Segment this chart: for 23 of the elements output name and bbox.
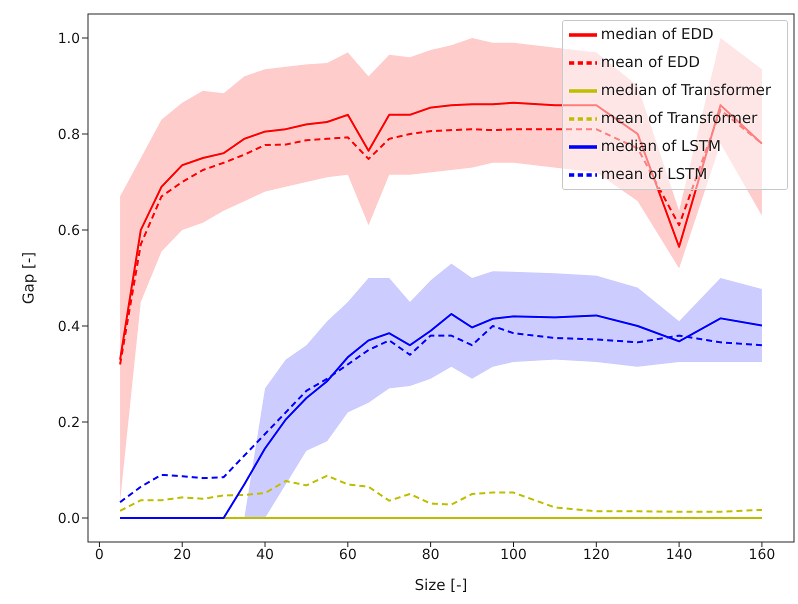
x-tick-label: 60 bbox=[338, 546, 357, 563]
x-tick-label: 160 bbox=[748, 546, 776, 563]
legend-label: median of EDD bbox=[600, 25, 714, 44]
legend-label: median of Transformer bbox=[600, 81, 771, 100]
x-tick-label: 20 bbox=[173, 546, 192, 563]
y-axis-title: Gap [-] bbox=[19, 252, 38, 304]
y-tick-label: 0.0 bbox=[58, 510, 80, 527]
x-tick-label: 40 bbox=[256, 546, 274, 563]
x-axis-title: Size [-] bbox=[414, 576, 468, 594]
x-tick-label: 100 bbox=[500, 546, 527, 563]
legend-label: mean of Transformer bbox=[600, 109, 758, 128]
y-tick-label: 0.8 bbox=[58, 126, 80, 143]
x-tick-label: 80 bbox=[422, 546, 440, 563]
x-tick-label: 0 bbox=[94, 546, 104, 563]
x-tick-label: 120 bbox=[582, 546, 610, 563]
y-tick-label: 0.2 bbox=[58, 414, 80, 431]
y-tick-label: 1.0 bbox=[58, 30, 80, 47]
legend-label: median of LSTM bbox=[600, 137, 721, 156]
x-tick-label: 140 bbox=[666, 546, 692, 563]
line-series bbox=[119, 474, 763, 513]
legend-label: mean of EDD bbox=[600, 53, 700, 72]
y-tick-label: 0.4 bbox=[58, 318, 80, 335]
y-tick-label: 0.6 bbox=[58, 222, 80, 239]
